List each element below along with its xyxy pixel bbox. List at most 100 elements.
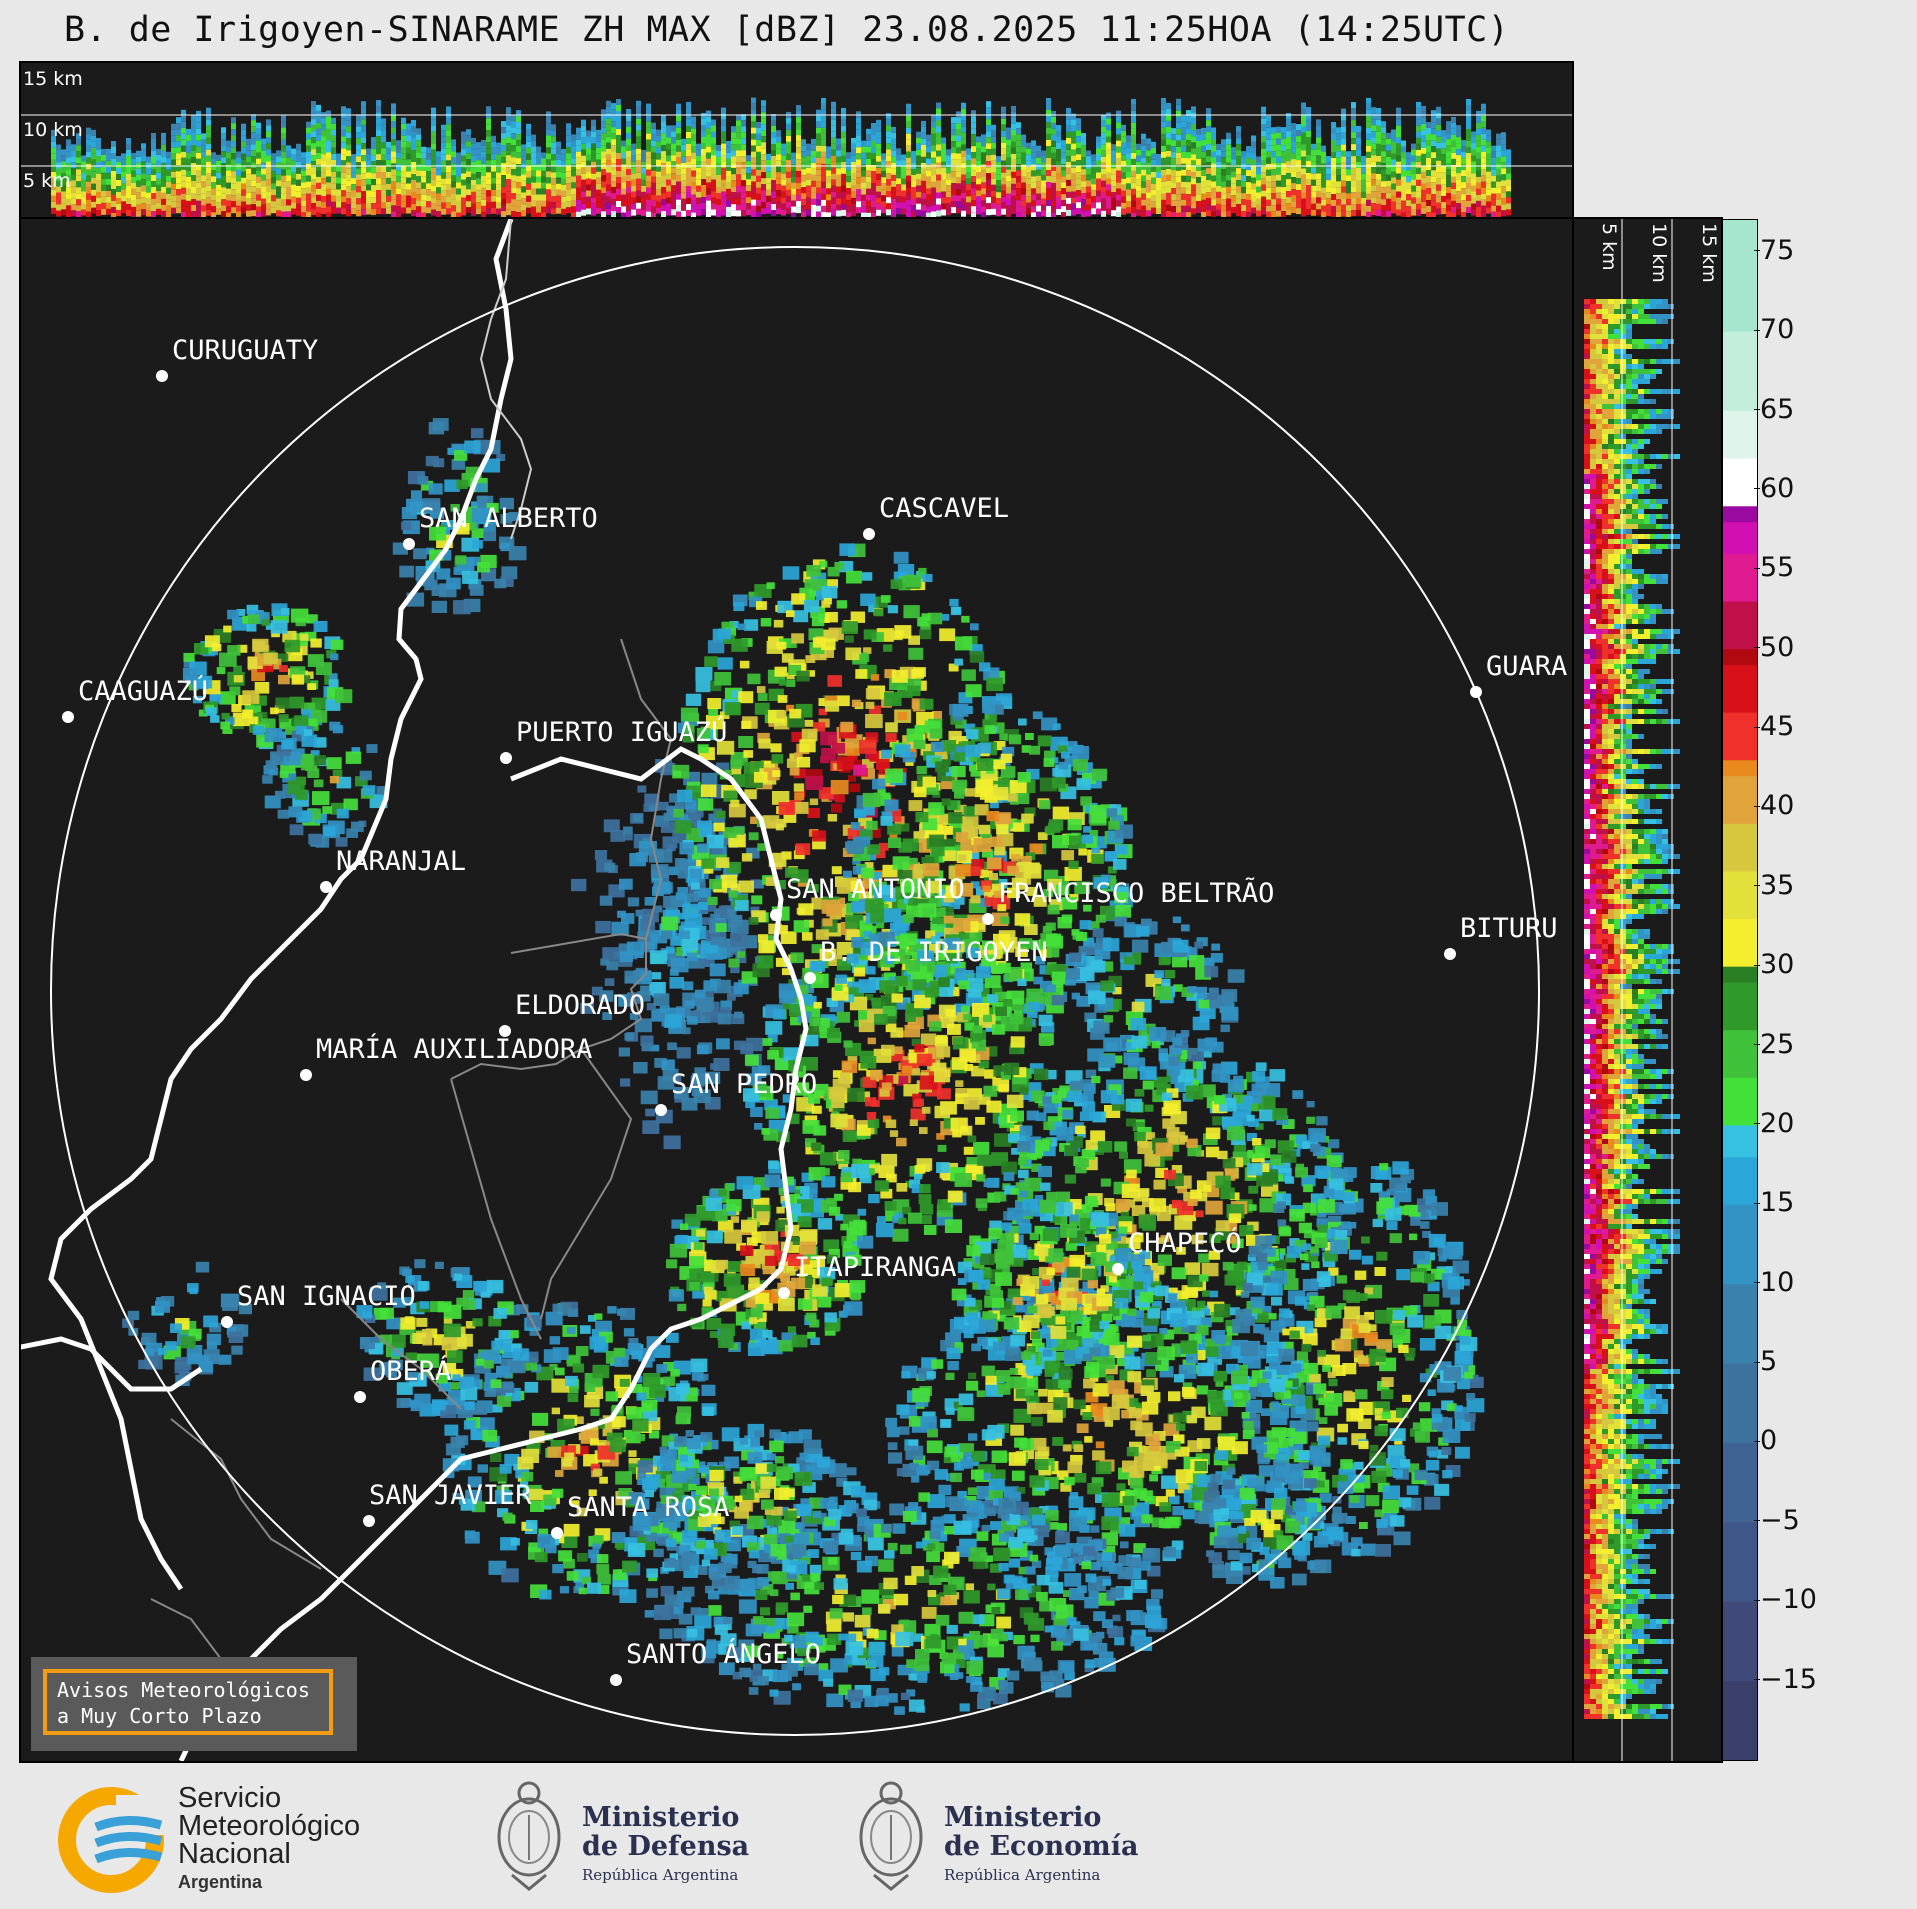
defensa-logo-text: Ministerio de Defensa República Argentin…	[582, 1803, 749, 1890]
city-marker-eldorado[interactable]	[499, 1025, 511, 1037]
city-label-santo-angelo: SANTO ÁNGELO	[626, 1638, 821, 1670]
radar-map-panel[interactable]: CURUGUATY SAN ALBERTO CAAGUAZÚ CASCAVEL GUAR…	[19, 217, 1574, 1763]
city-marker-san-javier[interactable]	[363, 1515, 375, 1527]
paraguay-brazil-border	[479, 219, 533, 540]
avisos-line2: a Muy Corto Plazo	[57, 1704, 262, 1728]
city-label-caaguazu: CAAGUAZÚ	[78, 675, 208, 707]
top-label-5km: 5 km	[23, 170, 71, 192]
colorbar-tick: 10	[1753, 1266, 1795, 1298]
side-cross-section-echoes: 5 km 10 km 15 km	[1584, 219, 1720, 1761]
economia-line2: de Economía	[944, 1831, 1139, 1862]
city-marker-caaguazu[interactable]	[62, 711, 74, 723]
colorbar-tick: 25	[1753, 1028, 1795, 1060]
radar-map: CURUGUATY SAN ALBERTO CAAGUAZÚ CASCAVEL GUAR…	[21, 219, 1567, 1761]
smn-line4: Argentina	[178, 1872, 263, 1892]
defensa-line1: Ministerio	[582, 1802, 740, 1833]
smn-line2: Meteorológico	[178, 1810, 361, 1842]
city-marker-francisco-beltrao[interactable]	[982, 913, 994, 925]
economia-line3: República Argentina	[944, 1866, 1101, 1884]
side-label-5km: 5 km	[1598, 223, 1620, 271]
colorbar-tick: 75	[1753, 234, 1795, 266]
city-marker-naranjal[interactable]	[320, 881, 332, 893]
city-marker-san-alberto[interactable]	[403, 538, 415, 550]
smn-logo-text: Servicio Meteorológico Nacional Argentin…	[178, 1784, 360, 1896]
city-label-bituruna: BITURU	[1460, 913, 1558, 944]
city-label-san-antonio: SAN ANTONIO	[786, 874, 965, 905]
city-marker-chapeco[interactable]	[1112, 1263, 1124, 1275]
city-marker-santo-angelo[interactable]	[610, 1674, 622, 1686]
colorbar-tick: 55	[1753, 552, 1795, 584]
side-cross-section-panel: 5 km 10 km 15 km	[1572, 217, 1723, 1763]
international-border-south	[21, 1336, 203, 1392]
city-marker-santa-rosa[interactable]	[551, 1527, 563, 1539]
defensa-line2: de Defensa	[582, 1831, 750, 1862]
top-label-15km: 15 km	[23, 68, 83, 90]
colorbar-tick: −5	[1754, 1504, 1800, 1536]
colorbar-tick: −15	[1754, 1663, 1817, 1695]
smn-logo-icon	[58, 1787, 166, 1893]
city-marker-curuguaty[interactable]	[156, 370, 168, 382]
top-cross-section-panel: 15 km 10 km 5 km	[19, 61, 1574, 219]
colorbar-tick: 0	[1753, 1425, 1778, 1457]
top-label-10km: 10 km	[23, 119, 83, 141]
city-label-eldorado: ELDORADO	[515, 990, 645, 1021]
city-label-san-javier: SAN JAVIER	[369, 1480, 532, 1511]
city-label-puerto-iguazu: PUERTO IGUAZÚ	[516, 716, 727, 748]
economia-seal-icon	[859, 1781, 923, 1891]
city-marker-guarapuava[interactable]	[1470, 686, 1482, 698]
department-borders	[150, 638, 673, 1700]
colorbar-tick: 15	[1753, 1187, 1795, 1219]
colorbar-tick: 30	[1753, 949, 1795, 981]
avisos-box[interactable]: Avisos Meteorológicos a Muy Corto Plazo	[31, 1657, 357, 1751]
page-title: B. de Irigoyen-SINARAME ZH MAX [dBZ] 23.…	[64, 10, 1510, 50]
city-label-san-alberto: SAN ALBERTO	[419, 503, 598, 534]
city-marker-puerto-iguazu[interactable]	[500, 752, 512, 764]
colorbar-tick: 70	[1753, 314, 1795, 346]
city-label-b-de-irigoyen: B. DE IRIGOYEN	[820, 937, 1048, 968]
economia-line1: Ministerio	[944, 1802, 1102, 1833]
colorbar-tick: 5	[1753, 1346, 1778, 1378]
colorbar-tick: −10	[1754, 1584, 1817, 1616]
city-label-curuguaty: CURUGUATY	[172, 335, 318, 366]
city-label-cascavel: CASCAVEL	[879, 493, 1009, 524]
colorbar-tick: 65	[1753, 393, 1795, 425]
defensa-line3: República Argentina	[582, 1866, 739, 1884]
city-marker-bituruna[interactable]	[1444, 948, 1456, 960]
city-marker-san-ignacio[interactable]	[221, 1316, 233, 1328]
radar-echoes	[122, 418, 1485, 1715]
economia-logo-text: Ministerio de Economía República Argenti…	[944, 1803, 1138, 1890]
colorbar-tick: 40	[1753, 790, 1795, 822]
city-label-itapiranga: ITAPIRANGA	[794, 1252, 957, 1283]
city-label-santa-rosa: SANTA ROSA	[567, 1492, 730, 1523]
defensa-seal-icon	[497, 1781, 561, 1891]
city-marker-obera[interactable]	[354, 1391, 366, 1403]
dbz-colorbar	[1722, 219, 1758, 1761]
smn-line1: Servicio	[178, 1782, 282, 1814]
city-label-san-ignacio: SAN IGNACIO	[237, 1281, 416, 1312]
city-label-maria-auxiliadora: MARÍA AUXILIADORA	[316, 1033, 592, 1065]
international-border-west	[48, 219, 514, 1591]
city-marker-san-pedro[interactable]	[655, 1104, 667, 1116]
range-ring	[50, 246, 1540, 1736]
city-label-obera: OBERÁ	[370, 1355, 451, 1387]
top-cross-section-echoes: 15 km 10 km 5 km	[21, 68, 1572, 217]
city-marker-maria-auxiliadora[interactable]	[300, 1069, 312, 1081]
city-label-naranjal: NARANJAL	[336, 846, 466, 877]
city-marker-b-de-irigoyen[interactable]	[804, 972, 816, 984]
international-border-east	[178, 746, 809, 1761]
colorbar-tick: 50	[1753, 631, 1795, 663]
city-marker-itapiranga[interactable]	[778, 1287, 790, 1299]
city-label-francisco-beltrao: FRANCISCO BELTRÃO	[998, 877, 1274, 909]
city-marker-cascavel[interactable]	[863, 528, 875, 540]
smn-line3: Nacional	[178, 1838, 291, 1870]
colorbar-tick: 20	[1753, 1107, 1795, 1139]
colorbar-tick: 35	[1753, 869, 1795, 901]
colorbar-tick: 60	[1753, 472, 1795, 504]
city-label-chapeco: CHAPECÓ	[1128, 1227, 1242, 1259]
city-label-san-pedro: SAN PEDRO	[671, 1069, 817, 1100]
side-label-15km: 15 km	[1698, 223, 1720, 283]
side-label-10km: 10 km	[1648, 223, 1670, 283]
avisos-line1: Avisos Meteorológicos	[57, 1678, 310, 1702]
city-marker-san-antonio[interactable]	[770, 909, 782, 921]
colorbar-tick: 45	[1753, 711, 1795, 743]
